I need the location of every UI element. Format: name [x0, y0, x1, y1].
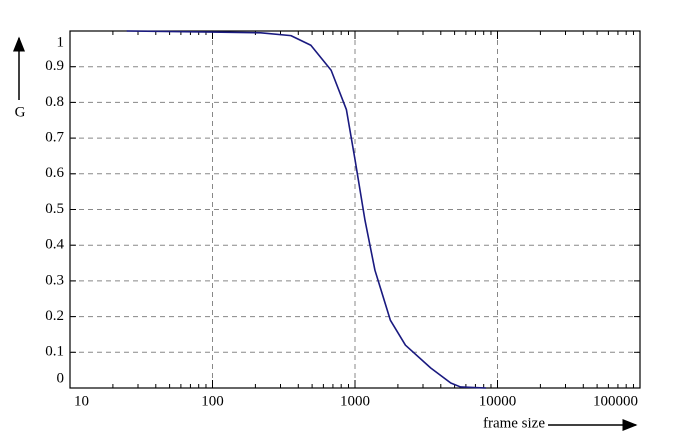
- y-tick-label: 0.6: [45, 165, 64, 181]
- y-tick-label: 0.9: [45, 58, 64, 74]
- x-tick-label: 1000: [340, 393, 370, 409]
- y-tick-label: 1: [57, 34, 65, 50]
- y-tick-label: 0.4: [45, 237, 64, 253]
- x-tick-label: 10: [74, 393, 89, 409]
- line: [126, 30, 487, 389]
- y-tick-label: 0.8: [45, 94, 64, 110]
- x-axis-label: frame size: [483, 415, 545, 431]
- y-tick-label: 0.2: [45, 308, 64, 324]
- x-tick-label: 100000: [593, 393, 638, 409]
- y-tick-label: 0.1: [45, 344, 64, 360]
- y-axis-label: G: [15, 104, 26, 120]
- y-tick-label: 0.7: [45, 130, 64, 146]
- y-tick-label: 0.5: [45, 201, 64, 217]
- y-tick-label: 0: [57, 370, 65, 386]
- x-tick-label: 100: [201, 393, 224, 409]
- x-tick-label: 10000: [479, 393, 517, 409]
- y-tick-label: 0.3: [45, 272, 64, 288]
